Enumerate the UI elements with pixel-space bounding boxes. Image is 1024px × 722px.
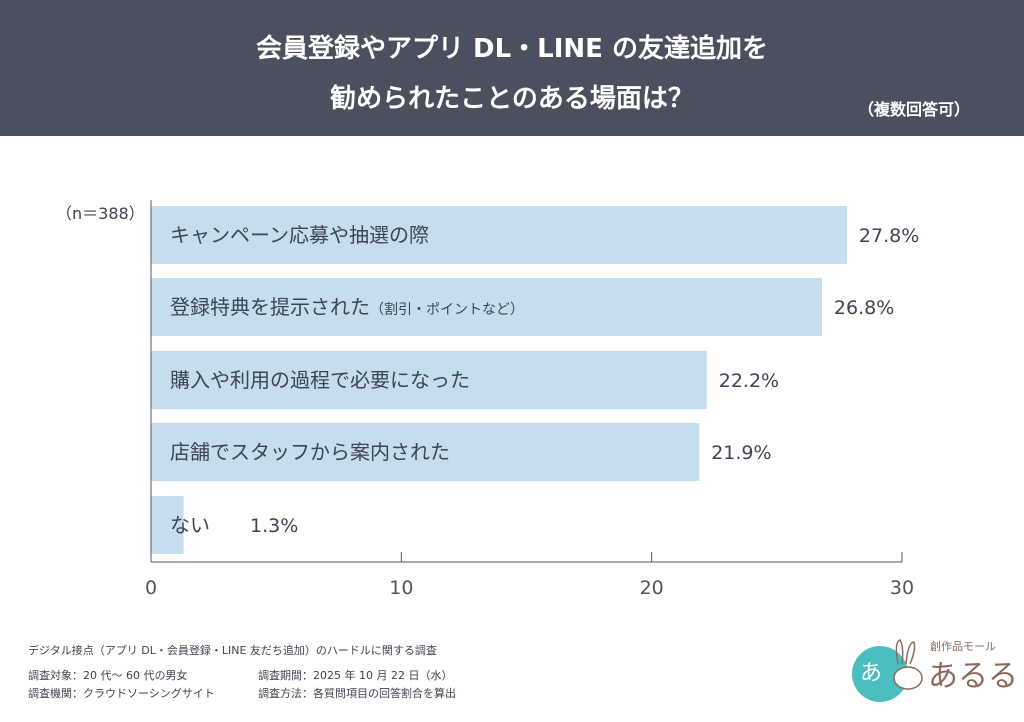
logo: あ 創作品モール あるる — [848, 628, 1018, 708]
bar — [151, 278, 822, 336]
x-tick-label: 10 — [389, 577, 413, 599]
survey-method: 調査方法：各質問項目の回答割合を算出 — [258, 687, 456, 700]
survey-org: 調査機関：クラウドソーシングサイト — [28, 687, 215, 700]
multiple-answer-note: （複数回答可） — [858, 100, 971, 119]
x-tick-label: 30 — [890, 577, 914, 599]
category-label: 登録特典を提示された（割引・ポイントなど） — [170, 295, 524, 319]
x-tick-label: 20 — [640, 577, 664, 599]
survey-period: 調査期間：2025 年 10 月 22 日（水） — [258, 669, 453, 682]
bar — [151, 496, 184, 554]
header: 会員登録やアプリ DL・LINE の友達追加を 勧められたことのある場面は？ （… — [0, 0, 1024, 136]
survey-title: デジタル接点（アプリ DL・会員登録・LINE 友だち追加）のハードルに関する調… — [28, 644, 437, 657]
category-label: 購入や利用の過程で必要になった — [170, 368, 470, 392]
category-label: ない — [170, 513, 210, 537]
category-label: 店舗でスタッフから案内された — [170, 440, 450, 464]
data-label: 22.2% — [719, 370, 779, 392]
title-line-1: 会員登録やアプリ DL・LINE の友達追加を — [255, 34, 768, 64]
svg-text:あ: あ — [860, 661, 882, 686]
data-label: 21.9% — [711, 442, 771, 464]
survey-target: 調査対象：20 代〜 60 代の男女 — [28, 669, 188, 682]
sample-size: （n＝388） — [56, 204, 145, 223]
bar — [151, 423, 700, 481]
data-label: 26.8% — [834, 297, 894, 319]
x-tick-label: 0 — [145, 577, 157, 599]
svg-text:創作品モール: 創作品モール — [930, 639, 996, 653]
svg-text:あるる: あるる — [928, 659, 1018, 694]
data-label: 27.8% — [859, 225, 919, 247]
data-label: 1.3% — [250, 515, 298, 537]
category-label: キャンペーン応募や抽選の際 — [170, 223, 429, 247]
title-line-2: 勧められたことのある場面は？ — [330, 84, 694, 114]
bar — [151, 206, 847, 264]
bar — [151, 351, 707, 409]
